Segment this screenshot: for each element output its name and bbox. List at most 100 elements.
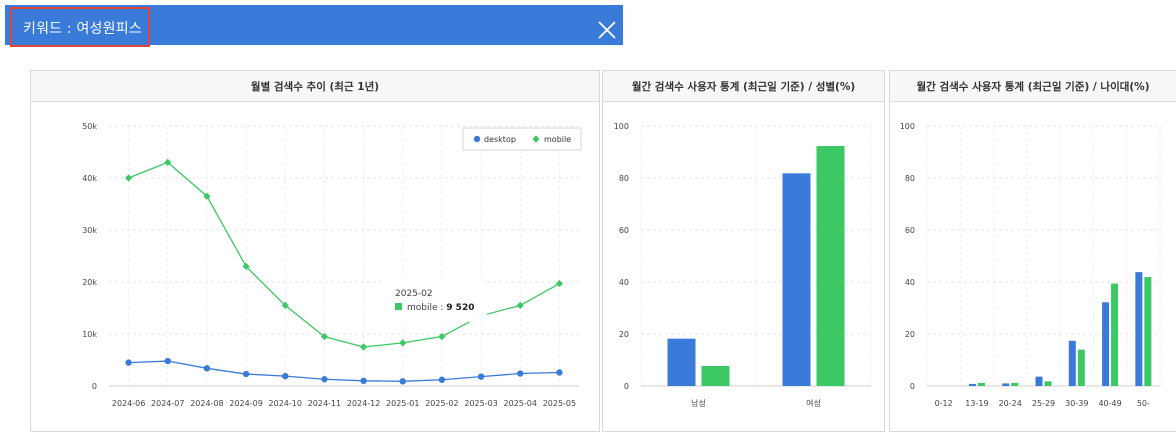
x-tick-label: 25-29 xyxy=(1032,399,1055,408)
x-tick-label: 0-12 xyxy=(935,399,953,408)
y-tick-label: 40k xyxy=(82,174,97,183)
bar xyxy=(701,365,730,386)
x-tick-label: 40-49 xyxy=(1098,399,1121,408)
tooltip-text: mobile : 9 520 xyxy=(407,303,474,313)
bar xyxy=(977,382,985,386)
series-line-mobile xyxy=(128,161,560,348)
data-point-desktop xyxy=(164,357,171,365)
y-tick-label: 100 xyxy=(614,122,629,131)
tooltip-box xyxy=(385,278,487,322)
bar xyxy=(782,173,811,386)
bar xyxy=(1144,277,1152,386)
bar xyxy=(1011,382,1019,386)
y-tick-label: 0 xyxy=(910,382,915,391)
y-tick-label: 80 xyxy=(619,174,629,183)
tooltip-title: 2025-02 xyxy=(395,289,433,299)
y-tick-label: 20 xyxy=(905,330,915,339)
y-tick-label: 40 xyxy=(619,278,629,287)
gender-panel: 월간 검색수 사용자 통계 (최근일 기준) / 성별(%) 0 20 40 60 80… xyxy=(602,70,885,432)
data-point-desktop xyxy=(438,376,446,383)
trend-line-chart[interactable]: 0 10k 20k 30k 40k 50k 2024-06 2024-07 2024-08 202… xyxy=(31,102,600,432)
gender-bar-chart[interactable]: 0 20 40 60 80 100 남성 여성 xyxy=(603,102,885,432)
x-tick-label: 2024-06 xyxy=(112,399,145,408)
data-point-mobile xyxy=(124,174,133,182)
data-point-mobile xyxy=(359,343,368,351)
bar xyxy=(1044,381,1052,386)
bar xyxy=(1002,383,1010,386)
x-tick-label: 20-24 xyxy=(999,399,1022,408)
x-tick-label: 50- xyxy=(1137,399,1150,408)
x-tick-label: 30-39 xyxy=(1065,399,1088,408)
y-tick-label: 100 xyxy=(900,122,915,131)
legend-marker-mobile xyxy=(532,135,540,143)
bar xyxy=(1135,272,1143,386)
x-tick-label: 2024-09 xyxy=(229,399,262,408)
age-panel: 월간 검색수 사용자 통계 (최근일 기준) / 나이대(%) 0 20 40 60 8… xyxy=(889,70,1176,432)
gender-panel-title: 월간 검색수 사용자 통계 (최근일 기준) / 성별(%) xyxy=(603,71,884,102)
x-tick-label: 13-19 xyxy=(965,399,988,408)
y-tick-label: 20k xyxy=(82,278,97,287)
x-tick-label: 2025-01 xyxy=(386,399,419,408)
x-tick-label: 2025-05 xyxy=(543,399,576,408)
y-tick-label: 80 xyxy=(905,174,915,183)
legend-label-mobile: mobile xyxy=(544,135,571,144)
data-point-desktop xyxy=(282,372,289,380)
series-line-desktop xyxy=(128,360,560,382)
bar xyxy=(1035,376,1043,386)
data-point-desktop xyxy=(399,378,406,385)
tooltip-marker xyxy=(395,303,402,310)
age-bar-chart[interactable]: 0 20 40 60 80 100 0-12 13-19 20-24 25-29 30-39 40-4… xyxy=(890,102,1176,432)
y-tick-label: 10k xyxy=(82,330,97,339)
x-tick-label: 2024-12 xyxy=(347,399,380,408)
x-tick-label: 여성 xyxy=(806,398,821,408)
x-tick-label: 2024-10 xyxy=(269,399,302,408)
bar xyxy=(1077,349,1085,386)
keyword-label: 키워드 : 여성원피스 xyxy=(23,21,142,37)
trend-panel: 월별 검색수 추이 (최근 1년) 0 10k 20k 30k 40k 50k 2024-0… xyxy=(30,70,600,432)
y-tick-label: 0 xyxy=(624,382,629,391)
bar xyxy=(1068,340,1076,386)
data-point-mobile xyxy=(164,158,172,166)
bar xyxy=(667,338,696,386)
chart-tooltip: 2025-02 mobile : 9 520 xyxy=(385,278,487,322)
x-tick-label: 2024-08 xyxy=(190,399,223,408)
bar xyxy=(816,146,845,386)
data-point-desktop xyxy=(556,369,563,376)
x-tick-label: 2024-07 xyxy=(151,399,184,408)
age-panel-title: 월간 검색수 사용자 통계 (최근일 기준) / 나이대(%) xyxy=(890,71,1176,102)
legend-marker-desktop xyxy=(473,135,481,143)
x-tick-label: 남성 xyxy=(691,399,706,408)
x-tick-label: 2025-02 xyxy=(425,399,458,408)
keyword-header-bar: 키워드 : 여성원피스 xyxy=(5,5,623,47)
chart-legend: desktop mobile xyxy=(462,127,582,151)
bar xyxy=(1102,302,1110,386)
close-icon[interactable] xyxy=(596,19,618,41)
keyword-highlight-box xyxy=(10,7,150,47)
data-point-desktop xyxy=(517,370,524,377)
data-point-desktop xyxy=(321,376,328,383)
data-point-mobile xyxy=(399,339,407,347)
y-tick-label: 20 xyxy=(619,330,629,339)
y-tick-label: 60 xyxy=(619,226,629,235)
data-point-mobile xyxy=(555,279,564,288)
bar xyxy=(968,383,976,386)
legend-box xyxy=(462,127,582,151)
y-tick-label: 60 xyxy=(905,226,915,235)
legend-label-desktop: desktop xyxy=(484,135,516,144)
x-tick-label: 2024-11 xyxy=(308,399,341,408)
y-tick-label: 30k xyxy=(82,226,97,235)
y-tick-label: 0 xyxy=(92,382,97,391)
data-point-desktop xyxy=(360,377,367,384)
data-point-mobile xyxy=(516,301,524,309)
x-tick-label: 2025-04 xyxy=(504,399,537,408)
x-tick-label: 2025-03 xyxy=(464,399,497,408)
data-point-desktop xyxy=(203,365,211,372)
trend-panel-title: 월별 검색수 추이 (최근 1년) xyxy=(31,71,599,102)
data-point-desktop xyxy=(477,373,485,380)
y-tick-label: 50k xyxy=(82,122,97,131)
y-tick-label: 40 xyxy=(905,278,915,287)
bar xyxy=(1111,283,1119,386)
data-point-mobile xyxy=(203,192,211,200)
data-point-desktop xyxy=(242,370,250,378)
data-point-desktop xyxy=(125,359,132,366)
